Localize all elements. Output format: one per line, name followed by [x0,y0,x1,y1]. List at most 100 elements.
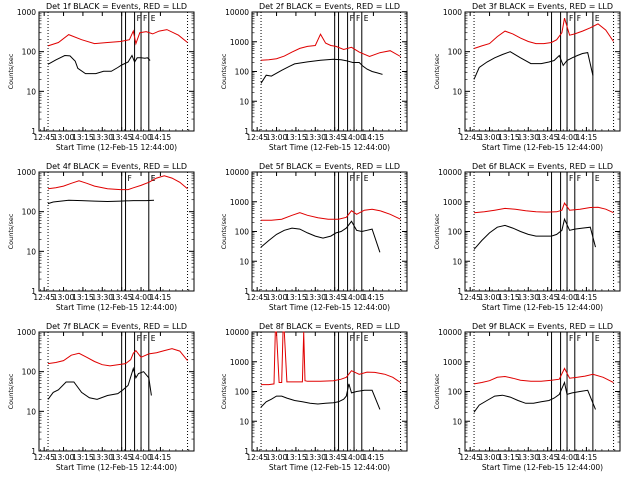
chart-title: Det 1f BLACK = Events, RED = LLD [46,2,187,11]
x-tick-label: 14:15 [576,453,598,462]
chart-title: Det 7f BLACK = Events, RED = LLD [46,322,187,331]
x-tick-label: 13:45 [537,133,559,142]
y-axis-label: Counts/sec [220,213,228,249]
interval-flag: F [350,14,354,23]
interval-flag: F [350,174,354,183]
x-tick-label: 13:45 [111,133,133,142]
interval-flag: E [595,14,600,23]
y-tick-label: 10000 [225,328,249,337]
y-tick-label: 100 [448,48,463,57]
chart-title: Det 4f BLACK = Events, RED = LLD [46,162,187,171]
chart-title: Det 2f BLACK = Events, RED = LLD [259,2,400,11]
interval-flag: F [569,174,573,183]
x-tick-label: 14:00 [343,293,365,302]
y-axis-label: Counts/sec [7,373,15,409]
chart-title: Det 9f BLACK = Events, RED = LLD [472,322,613,331]
series-events-line [260,58,383,84]
plot-frame [38,11,195,132]
x-tick-label: 12:45 [33,453,55,462]
y-tick-label: 1000 [230,358,249,367]
y-tick-label: 10 [452,257,462,266]
y-axis-label: Counts/sec [7,213,15,249]
x-tick-label: 12:45 [246,453,268,462]
x-tick-label: 13:15 [285,453,307,462]
x-tick-label: 14:00 [556,453,578,462]
x-tick-label: 14:00 [130,293,152,302]
interval-flag: F [356,174,360,183]
y-tick-label: 1000 [17,8,36,17]
interval-flag: F [128,174,132,183]
x-tick-label: 13:15 [72,133,94,142]
x-tick-label: 13:30 [517,453,539,462]
y-tick-label: 10 [26,87,36,96]
x-tick-label: 14:00 [556,293,578,302]
y-tick-label: 100 [448,388,463,397]
y-axis-label: Counts/sec [220,53,228,89]
series-lld-line [473,367,614,385]
y-tick-label: 10 [239,417,249,426]
interval-flag: F [356,14,360,23]
y-tick-label: 10 [26,247,36,256]
series-events-line [473,217,596,250]
x-tick-label: 14:15 [363,293,385,302]
y-axis-label: Counts/sec [7,53,15,89]
x-tick-label: 13:15 [285,133,307,142]
x-tick-label: 13:30 [91,133,113,142]
x-tick-label: 14:00 [556,133,578,142]
x-tick-label: 12:45 [246,293,268,302]
x-tick-label: 13:45 [111,453,133,462]
x-tick-label: 13:15 [498,293,520,302]
y-axis-label: Counts/sec [433,53,441,89]
series-events-line [47,366,152,400]
x-tick-label: 14:15 [150,453,172,462]
y-tick-label: 1000 [230,38,249,47]
y-tick-label: 1000 [443,8,462,17]
x-axis-label: Start Time (12-Feb-15 12:44:00) [269,303,390,312]
series-events-line [260,383,381,410]
y-axis-label: Counts/sec [220,373,228,409]
y-tick-label: 1 [31,287,36,296]
x-axis-label: Start Time (12-Feb-15 12:44:00) [56,143,177,152]
interval-flag: F [356,334,360,343]
x-axis-label: Start Time (12-Feb-15 12:44:00) [482,143,603,152]
x-tick-label: 13:00 [53,453,75,462]
series-events-line [473,380,596,413]
x-axis-label: Start Time (12-Feb-15 12:44:00) [56,303,177,312]
x-tick-label: 13:00 [266,133,288,142]
y-tick-label: 1000 [17,328,36,337]
interval-flag: F [151,174,155,183]
y-tick-label: 10 [452,417,462,426]
x-tick-label: 12:45 [459,133,481,142]
chart-title: Det 5f BLACK = Events, RED = LLD [259,162,400,171]
y-tick-label: 10 [239,257,249,266]
detector-panel-7: Det 7f BLACK = Events, RED = LLD Start Ti… [7,322,195,472]
x-tick-label: 13:00 [479,133,501,142]
plot-frame [464,11,621,132]
y-tick-label: 1 [244,287,249,296]
series-lld-line [473,202,614,214]
y-tick-label: 10 [239,97,249,106]
x-tick-label: 13:30 [91,453,113,462]
series-lld-line [47,29,188,47]
x-tick-label: 13:15 [72,453,94,462]
x-tick-label: 14:15 [363,133,385,142]
y-tick-label: 10 [452,87,462,96]
y-tick-label: 10 [26,407,36,416]
detector-panel-8: Det 8f BLACK = Events, RED = LLD Start Ti… [220,322,408,472]
interval-flag: F [577,14,581,23]
x-tick-label: 13:45 [537,453,559,462]
x-tick-label: 13:30 [304,293,326,302]
interval-flag: E [364,334,369,343]
series-lld-line [261,331,401,386]
chart-title: Det 8f BLACK = Events, RED = LLD [259,322,400,331]
x-tick-label: 12:45 [459,453,481,462]
y-tick-label: 100 [22,208,37,217]
interval-flag: E [595,174,600,183]
y-tick-label: 10000 [225,8,249,17]
series-events-line [260,220,381,253]
x-axis-label: Start Time (12-Feb-15 12:44:00) [269,143,390,152]
y-tick-label: 100 [448,228,463,237]
chart-title: Det 6f BLACK = Events, RED = LLD [472,162,613,171]
x-tick-label: 14:00 [343,133,365,142]
